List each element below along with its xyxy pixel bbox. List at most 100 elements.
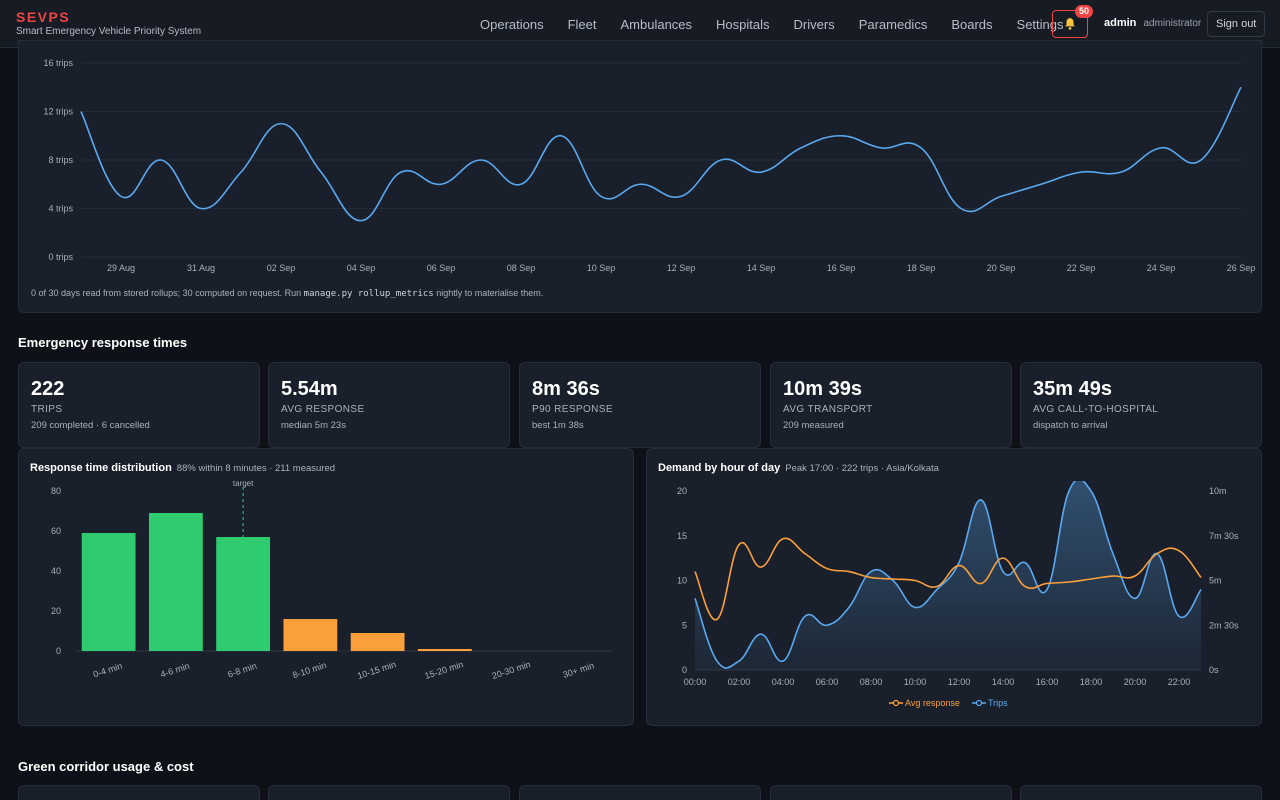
x-tick-label: 12 Sep [667, 263, 696, 273]
user-info: admin administrator [1104, 17, 1201, 29]
x-tick-label: 26 Sep [1227, 263, 1256, 273]
response-section-title: Emergency response times [18, 335, 188, 350]
x-tick-label: 24 Sep [1147, 263, 1176, 273]
y-right-tick-label: 10m [1209, 486, 1227, 496]
y-tick-label: 4 trips [48, 204, 73, 214]
kpi-sub: dispatch to arrival [1033, 420, 1108, 431]
trips-trend-panel: 0 trips 4 trips 8 trips 12 trips 16 trips 29 … [18, 40, 1262, 313]
response-distribution-chart: 0 20 40 60 80 0-4 min 4-6 min 6-8 min 8-10 min 10… [51, 481, 613, 681]
brand-name[interactable]: SEVPS [16, 9, 71, 25]
y-left-tick-label: 5 [682, 620, 687, 630]
nav-operations[interactable]: Operations [480, 16, 544, 32]
green-corridor-section-title: Green corridor usage & cost [18, 759, 194, 774]
y-right-tick-label: 2m 30s [1209, 620, 1239, 630]
x-tick-label: 22 Sep [1067, 263, 1096, 273]
legend-trips-label: Trips [988, 698, 1008, 708]
kpi-label: Trips [31, 404, 63, 415]
green-corridor-card [770, 785, 1012, 800]
green-corridor-card [268, 785, 510, 800]
x-tick-label: 04 Sep [347, 263, 376, 273]
x-tick-label: 00:00 [684, 677, 707, 687]
x-tick-label: 20-30 min [491, 659, 532, 681]
x-tick-label: 15-20 min [423, 659, 464, 681]
y-tick-label: 80 [51, 486, 61, 496]
y-tick-label: 12 trips [43, 107, 73, 117]
y-tick-label: 0 trips [48, 252, 73, 262]
legend-avg-response-label: Avg response [905, 698, 960, 708]
nav-drivers[interactable]: Drivers [793, 16, 835, 32]
kpi-avg-transport: 10m 39s Avg transport 209 measured [770, 362, 1012, 448]
kpi-value: 10m 39s [783, 378, 862, 400]
y-right-tick-label: 0s [1209, 665, 1219, 675]
nav-ambulances[interactable]: Ambulances [620, 16, 693, 32]
brand-subtitle: Smart Emergency Vehicle Priority System [16, 26, 202, 37]
nav-settings[interactable]: Settings [1016, 16, 1064, 32]
kpi-value: 35m 49s [1033, 378, 1112, 400]
legend-avg-response-marker [892, 699, 900, 707]
bar-10-15min [350, 633, 405, 651]
nav-hospitals[interactable]: Hospitals [716, 16, 770, 32]
demand-by-hour-panel: Demand by hour of day Peak 17:00 · 222 tr… [646, 448, 1262, 726]
trips-trend-chart: 0 trips 4 trips 8 trips 12 trips 16 trips 29 … [43, 58, 1256, 273]
notifications-button[interactable]: 50 [1052, 5, 1093, 38]
kpi-label: Avg call-to-hospital [1033, 404, 1159, 415]
x-tick-label: 0-4 min [92, 661, 124, 680]
x-tick-label: 10 Sep [587, 263, 616, 273]
y-tick-label: 60 [51, 526, 61, 536]
y-tick-label: 20 [51, 606, 61, 616]
x-tick-label: 16:00 [1036, 677, 1059, 687]
nav-paramedics[interactable]: Paramedics [858, 16, 928, 32]
bar-8-10min [283, 619, 338, 651]
kpi-call-to-hospital: 35m 49s Avg call-to-hospital dispatch to… [1020, 362, 1262, 448]
kpi-p90-response: 8m 36s P90 response best 1m 38s [519, 362, 761, 448]
y-tick-label: 8 trips [48, 155, 73, 165]
response-distribution-panel: Response time distribution 88% within 8 m… [18, 448, 634, 726]
x-tick-label: 29 Aug [107, 263, 135, 273]
y-left-tick-label: 20 [677, 486, 687, 496]
x-tick-label: 16 Sep [827, 263, 856, 273]
demand-title: Demand by hour of day Peak 17:00 · 222 tr… [658, 462, 939, 474]
trips-line [694, 481, 1202, 669]
y-right-tick-label: 5m [1209, 576, 1222, 586]
bell-icon [1065, 18, 1075, 30]
y-tick-label: 16 trips [43, 58, 73, 68]
x-tick-label: 20 Sep [987, 263, 1016, 273]
kpi-sub: 209 completed · 6 cancelled [31, 420, 150, 431]
y-tick-label: 40 [51, 566, 61, 576]
demand-subtitle: Peak 17:00 · 222 trips · Asia/Kolkata [785, 463, 939, 474]
nav-boards[interactable]: Boards [951, 16, 993, 32]
kpi-label: Avg response [281, 404, 365, 415]
kpi-value: 8m 36s [532, 378, 600, 400]
nav-fleet[interactable]: Fleet [567, 16, 597, 32]
y-right-tick-label: 7m 30s [1209, 531, 1239, 541]
x-tick-label: 20:00 [1124, 677, 1147, 687]
x-tick-label: 22:00 [1168, 677, 1191, 687]
x-tick-label: 08 Sep [507, 263, 536, 273]
main-nav: Operations Fleet Ambulances Hospitals Dr… [468, 0, 1076, 48]
kpi-label: P90 response [532, 404, 613, 415]
x-tick-label: 10:00 [904, 677, 927, 687]
bar-4-6min [148, 513, 203, 651]
x-tick-label: 02 Sep [267, 263, 296, 273]
rollup-command: manage.py rollup_metrics [303, 289, 434, 299]
sign-out-button[interactable]: Sign out [1207, 11, 1266, 37]
kpi-sub: best 1m 38s [532, 420, 584, 431]
x-tick-label: 10-15 min [356, 659, 397, 681]
x-tick-label: 04:00 [772, 677, 795, 687]
distribution-title-text: Response time distribution [30, 462, 172, 474]
demand-title-text: Demand by hour of day [658, 462, 781, 474]
x-tick-label: 18:00 [1080, 677, 1103, 687]
brand[interactable]: SEVPS Smart Emergency Vehicle Priority S… [16, 8, 201, 38]
demand-by-hour-chart: 0 5 10 15 20 0s 2m 30s 5m 7m 30s 10m 00:00 02:00 04:… [677, 481, 1239, 708]
x-tick-label: 8-10 min [291, 660, 327, 680]
x-tick-label: 12:00 [948, 677, 971, 687]
x-tick-label: 06:00 [816, 677, 839, 687]
kpi-value: 222 [31, 378, 65, 400]
kpi-sub: median 5m 23s [281, 420, 346, 431]
green-corridor-card [519, 785, 761, 800]
x-tick-label: 4-6 min [159, 661, 191, 680]
target-label: target [233, 481, 254, 488]
notification-count-badge: 50 [1074, 5, 1093, 18]
user-name: admin [1104, 17, 1137, 29]
kpi-sub: 209 measured [783, 420, 844, 431]
